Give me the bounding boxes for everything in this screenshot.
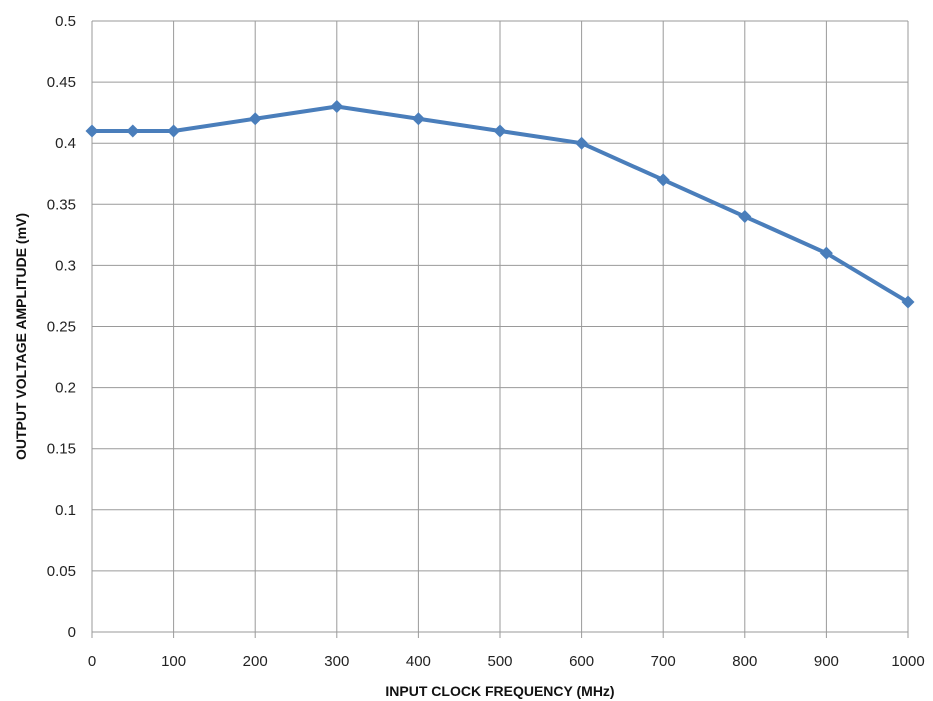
x-tick-label: 500 <box>487 653 512 670</box>
grid-lines <box>91 20 909 638</box>
y-tick-label: 0.45 <box>47 74 76 91</box>
x-tick-label: 200 <box>243 653 268 670</box>
data-point-marker <box>85 124 99 138</box>
data-point-marker <box>126 124 140 138</box>
y-tick-label: 0.25 <box>47 319 76 336</box>
x-tick-label: 700 <box>651 653 676 670</box>
x-tick-label: 300 <box>324 653 349 670</box>
data-point-marker <box>738 210 752 224</box>
data-point-marker <box>819 246 833 260</box>
y-tick-label: 0.1 <box>55 502 76 519</box>
data-point-marker <box>411 112 425 126</box>
x-axis-title: INPUT CLOCK FREQUENCY (MHz) <box>385 683 614 699</box>
y-tick-label: 0.4 <box>55 135 76 152</box>
x-tick-label: 900 <box>814 653 839 670</box>
series-line <box>92 104 910 304</box>
data-point-marker <box>901 295 915 309</box>
y-tick-label: 0.3 <box>55 257 76 274</box>
data-point-marker <box>493 124 507 138</box>
series-layer <box>85 100 915 309</box>
x-tick-label: 100 <box>161 653 186 670</box>
y-tick-label: 0.35 <box>47 196 76 213</box>
tick-labels: 0 0.05 0.1 0.15 0.2 0.25 0.3 0.35 0.4 0.45 0.5 0 100… <box>47 13 925 670</box>
y-tick-label: 0 <box>68 624 76 641</box>
y-tick-label: 0.5 <box>55 13 76 30</box>
y-tick-label: 0.2 <box>55 380 76 397</box>
x-tick-label: 1000 <box>891 653 924 670</box>
x-tick-label: 600 <box>569 653 594 670</box>
y-tick-label: 0.05 <box>47 563 76 580</box>
x-tick-label: 800 <box>732 653 757 670</box>
x-tick-label: 0 <box>88 653 96 670</box>
y-tick-label: 0.15 <box>47 441 76 458</box>
data-point-marker <box>248 112 262 126</box>
x-tick-label: 400 <box>406 653 431 670</box>
data-point-marker <box>330 100 344 114</box>
data-point-marker <box>656 173 670 187</box>
data-point-marker <box>575 136 589 150</box>
data-point-marker <box>167 124 181 138</box>
y-axis-title: OUTPUT VOLTAGE AMPLITUDE (mV) <box>13 213 29 460</box>
